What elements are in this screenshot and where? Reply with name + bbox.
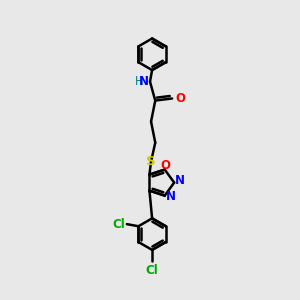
Text: N: N	[175, 174, 185, 187]
Text: Cl: Cl	[112, 218, 125, 231]
Text: O: O	[175, 92, 185, 105]
Text: Cl: Cl	[146, 264, 158, 277]
Text: S: S	[146, 155, 156, 168]
Text: H: H	[134, 75, 143, 88]
Text: N: N	[166, 190, 176, 203]
Text: N: N	[139, 75, 149, 88]
Text: O: O	[160, 159, 170, 172]
